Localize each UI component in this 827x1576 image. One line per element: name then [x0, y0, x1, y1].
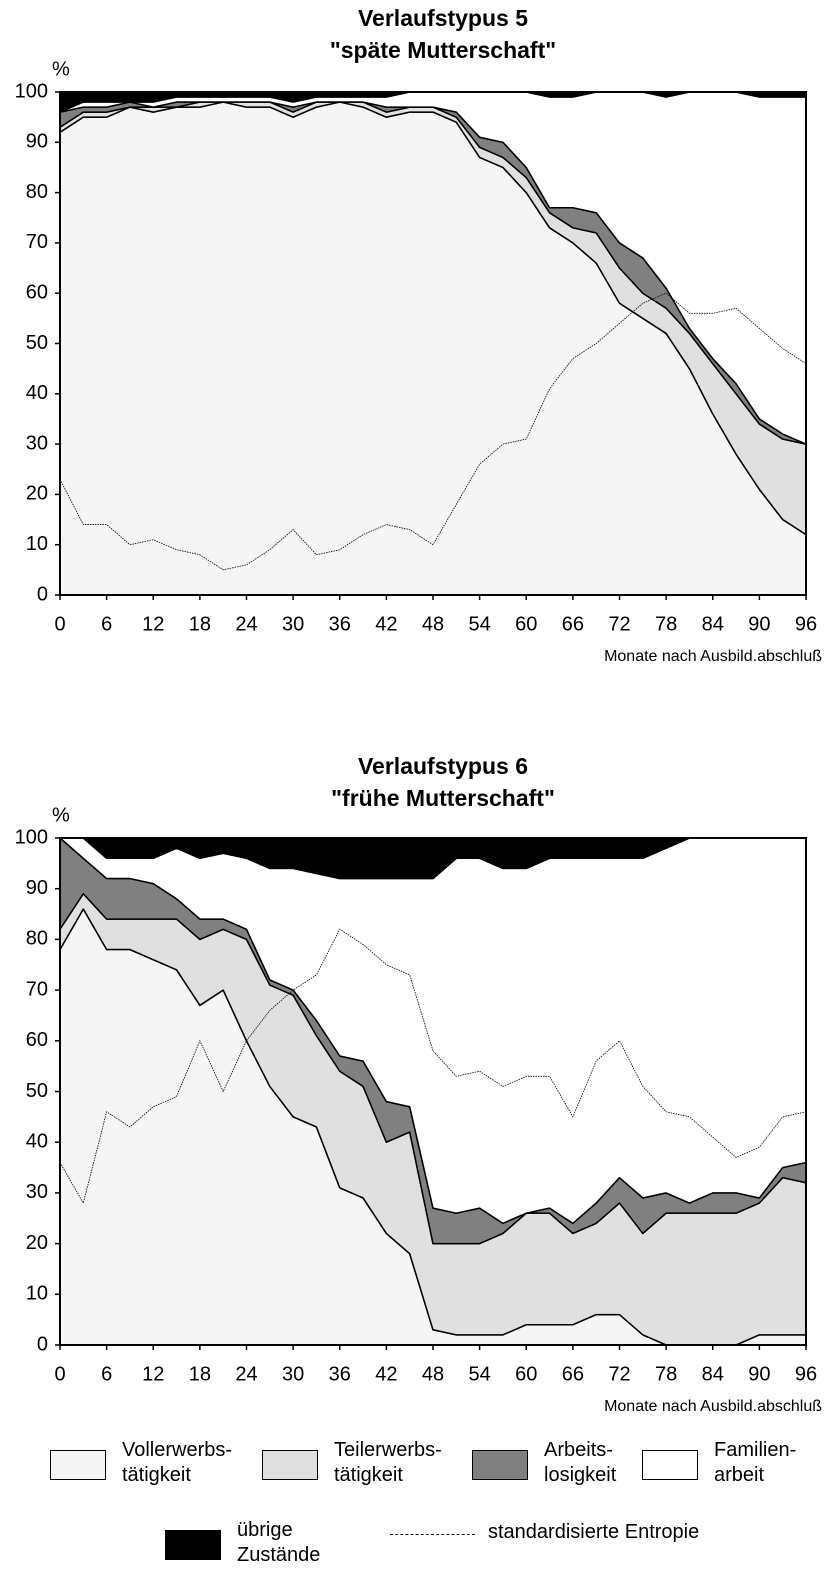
x-tick-label: 54 [469, 1363, 491, 1385]
chart-title: Verlaufstypus 5 [358, 5, 528, 31]
y-tick-label: 0 [37, 1333, 48, 1355]
legend-swatch [50, 1450, 106, 1480]
legend-swatch [390, 1534, 475, 1535]
legend-label: übrige Zustände [237, 1519, 321, 1566]
y-tick-label: 50 [26, 1080, 48, 1102]
y-tick-label: 60 [26, 1029, 48, 1051]
y-tick-label: 10 [26, 533, 48, 555]
y-tick-label: 80 [26, 181, 48, 203]
y-tick-label: 90 [26, 877, 48, 899]
x-tick-label: 30 [282, 613, 304, 635]
x-tick-label: 84 [702, 613, 724, 635]
legend-label: Teilerwerbs- tätigkeit [334, 1439, 442, 1486]
x-tick-label: 12 [142, 613, 164, 635]
x-tick-label: 42 [375, 1363, 397, 1385]
x-tick-label: 6 [101, 1363, 112, 1385]
x-tick-label: 30 [282, 1363, 304, 1385]
x-tick-label: 60 [515, 1363, 537, 1385]
y-tick-label: 60 [26, 281, 48, 303]
y-tick-label: 40 [26, 382, 48, 404]
x-tick-label: 90 [748, 613, 770, 635]
y-tick-label: 20 [26, 1232, 48, 1254]
y-tick-label: 30 [26, 1181, 48, 1203]
x-tick-label: 90 [748, 1363, 770, 1385]
x-axis-label: Monate nach Ausbild.abschluß [604, 1398, 822, 1415]
y-tick-label: 50 [26, 332, 48, 354]
x-tick-label: 24 [235, 613, 257, 635]
chart-title: Verlaufstypus 6 [358, 753, 528, 779]
y-tick-label: 90 [26, 131, 48, 153]
chart-subtitle: "frühe Mutterschaft" [331, 785, 555, 811]
y-tick-label: 20 [26, 483, 48, 505]
x-axis-label: Monate nach Ausbild.abschluß [604, 648, 822, 665]
x-tick-label: 66 [562, 1363, 584, 1385]
x-tick-label: 0 [54, 613, 65, 635]
x-tick-label: 84 [702, 1363, 724, 1385]
y-tick-label: 40 [26, 1130, 48, 1152]
entropy-line [59, 292, 807, 571]
y-tick-label: 70 [26, 978, 48, 1000]
y-tick-label: 30 [26, 432, 48, 454]
legend-swatch [262, 1450, 318, 1480]
x-tick-label: 24 [235, 1363, 257, 1385]
x-tick-label: 54 [469, 613, 491, 635]
x-tick-label: 72 [608, 1363, 630, 1385]
x-tick-label: 96 [795, 1363, 817, 1385]
legend-swatch [472, 1450, 528, 1480]
y-tick-label: 100 [15, 826, 48, 848]
y-tick-label: 100 [15, 80, 48, 102]
x-tick-label: 36 [329, 613, 351, 635]
x-tick-label: 66 [562, 613, 584, 635]
y-axis-label: % [52, 58, 70, 80]
legend-label: Vollerwerbs- tätigkeit [122, 1439, 233, 1486]
entropy-line [59, 928, 807, 1205]
x-tick-label: 48 [422, 1363, 444, 1385]
legend-label: Familien- arbeit [714, 1439, 797, 1486]
x-tick-label: 42 [375, 613, 397, 635]
y-tick-label: 10 [26, 1283, 48, 1305]
legend-swatch [642, 1450, 698, 1480]
x-tick-label: 0 [54, 1363, 65, 1385]
y-tick-label: 70 [26, 231, 48, 253]
x-tick-label: 12 [142, 1363, 164, 1385]
legend-swatch [165, 1530, 221, 1560]
x-tick-label: 78 [655, 613, 677, 635]
y-axis-label: % [52, 804, 70, 826]
x-tick-label: 18 [189, 613, 211, 635]
legend-label: Arbeits- losigkeit [544, 1439, 617, 1486]
chart-subtitle: "späte Mutterschaft" [330, 37, 556, 63]
legend-label: standardisierte Entropie [488, 1521, 700, 1543]
y-tick-label: 0 [37, 583, 48, 605]
y-tick-label: 80 [26, 928, 48, 950]
x-tick-label: 48 [422, 613, 444, 635]
x-tick-label: 78 [655, 1363, 677, 1385]
x-tick-label: 60 [515, 613, 537, 635]
x-tick-label: 36 [329, 1363, 351, 1385]
x-tick-label: 18 [189, 1363, 211, 1385]
x-tick-label: 6 [101, 613, 112, 635]
x-tick-label: 96 [795, 613, 817, 635]
x-tick-label: 72 [608, 613, 630, 635]
